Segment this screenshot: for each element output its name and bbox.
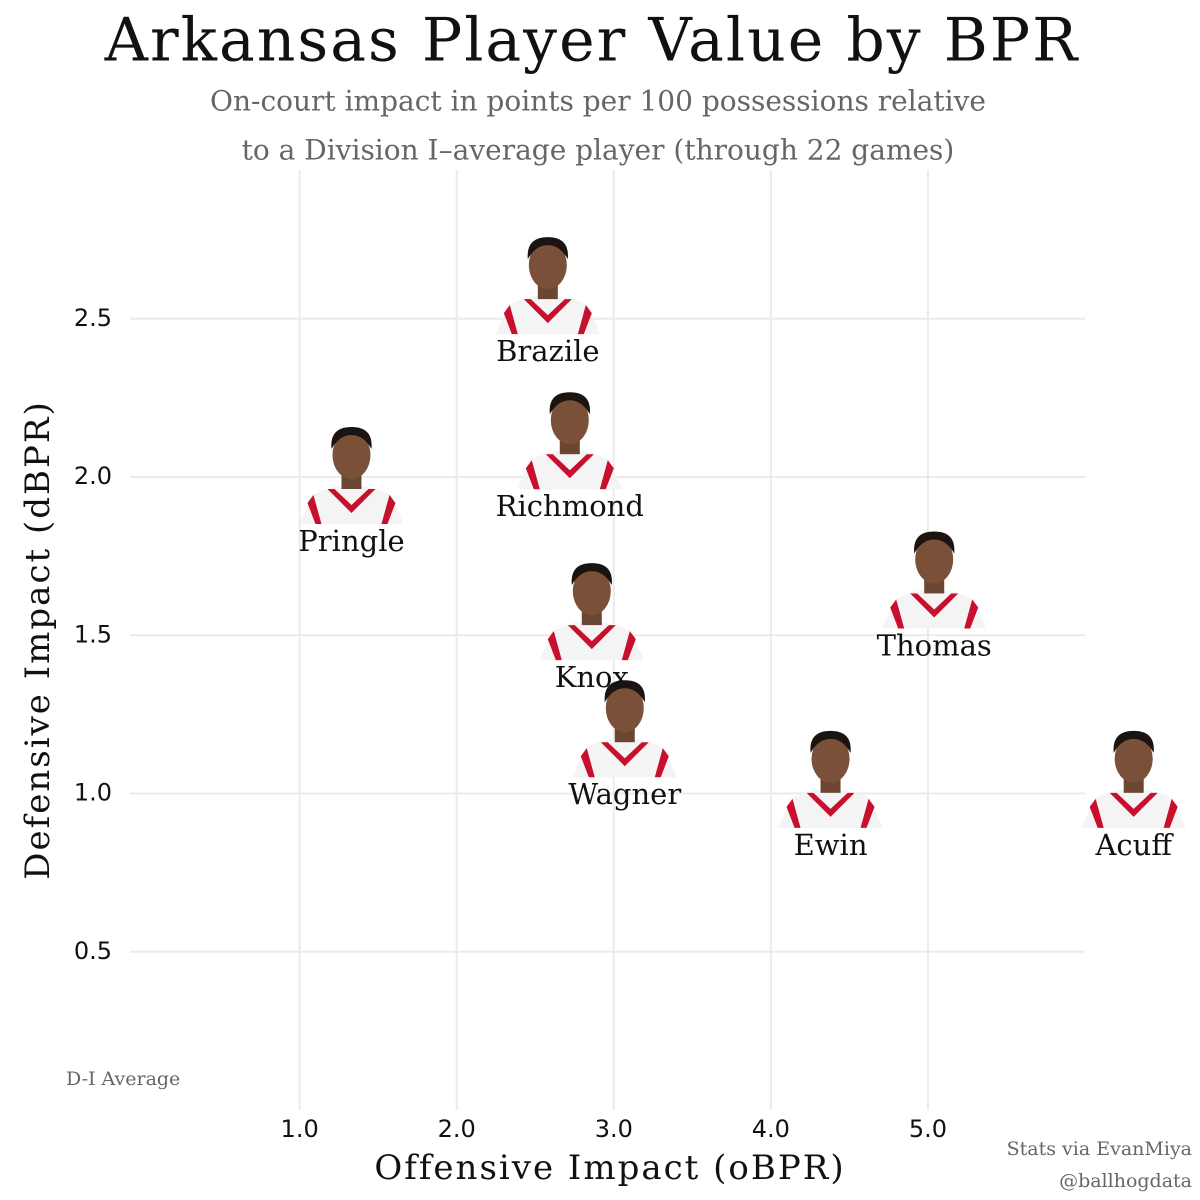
y-tick-label: 2.0: [74, 462, 112, 490]
point-label: Brazile: [496, 334, 599, 368]
jersey-trim: [1089, 792, 1178, 828]
player-photo: [517, 392, 622, 490]
jersey: [882, 589, 987, 629]
jersey-trim: [525, 454, 614, 490]
jersey-trim: [547, 625, 636, 661]
x-axis-label: Offensive Impact (oBPR): [374, 1148, 845, 1188]
jersey: [299, 485, 404, 525]
head: [1114, 734, 1153, 783]
hair: [914, 531, 955, 554]
y-tick-label: 0.5: [74, 937, 112, 965]
annotation: Stats via EvanMiya: [1007, 1138, 1192, 1160]
player-photo: [299, 427, 404, 525]
hair: [527, 237, 568, 260]
subtitle: to a Division I–average player (through …: [242, 134, 955, 167]
hair: [571, 563, 612, 586]
annotation: D-I Average: [66, 1068, 180, 1090]
head: [572, 567, 611, 616]
head: [811, 734, 850, 783]
jersey-trim: [890, 593, 979, 629]
jersey: [495, 295, 600, 335]
head: [332, 431, 371, 480]
subtitle: On-court impact in points per 100 posses…: [210, 85, 986, 118]
point-label: Ewin: [794, 828, 868, 862]
jersey-trim: [503, 299, 592, 335]
jersey: [539, 621, 644, 661]
jersey-trim: [307, 489, 396, 525]
player-photo: [1081, 730, 1186, 828]
point-label: Pringle: [298, 524, 404, 558]
hair: [1113, 730, 1154, 753]
marks: [299, 237, 1186, 828]
y-tick-label: 2.5: [74, 304, 112, 332]
x-tick-label: 5.0: [909, 1115, 947, 1143]
chart-title: Arkansas Player Value by BPR: [104, 6, 1080, 76]
jersey-trim: [580, 742, 669, 778]
y-axis-label: Defensive Impact (dBPR): [18, 400, 58, 879]
head: [528, 241, 567, 290]
jersey-trim: [786, 792, 875, 828]
point-label: Richmond: [496, 489, 644, 523]
x-tick-label: 1.0: [281, 1115, 319, 1143]
hair: [549, 392, 590, 415]
player-photo: [778, 730, 883, 828]
head: [550, 396, 589, 445]
jersey: [778, 788, 883, 828]
jersey: [1081, 788, 1186, 828]
annotation: @ballhogdata: [1059, 1170, 1192, 1192]
y-tick-label: 1.5: [74, 620, 112, 648]
point-label: Thomas: [877, 628, 992, 662]
x-tick-label: 3.0: [595, 1115, 633, 1143]
point-label: Acuff: [1094, 828, 1174, 862]
jersey: [517, 450, 622, 490]
player-photo: [495, 237, 600, 335]
head: [915, 535, 954, 584]
hair: [604, 680, 645, 703]
player-photo: [882, 531, 987, 629]
head: [605, 684, 644, 733]
hair: [810, 730, 851, 753]
point-label: Knox: [555, 660, 629, 694]
player-photo: [572, 680, 677, 778]
x-tick-label: 4.0: [752, 1115, 790, 1143]
player-photo: [539, 563, 644, 661]
x-tick-label: 2.0: [438, 1115, 476, 1143]
hair: [331, 427, 372, 450]
jersey: [572, 738, 677, 778]
y-tick-label: 1.0: [74, 779, 112, 807]
point-label: Wagner: [568, 777, 681, 811]
